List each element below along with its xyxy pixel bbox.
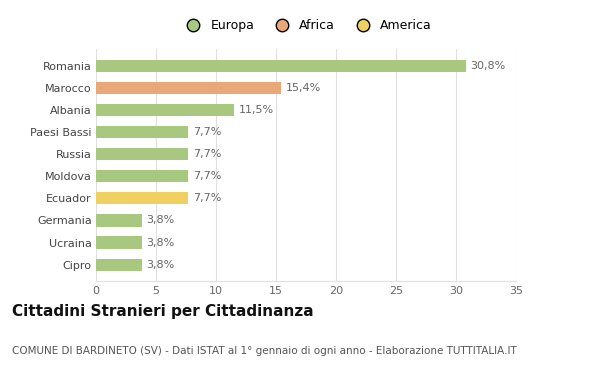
- Text: 3,8%: 3,8%: [146, 238, 175, 247]
- Bar: [96, 214, 142, 226]
- Text: 15,4%: 15,4%: [286, 83, 321, 93]
- Legend: Europa, Africa, America: Europa, Africa, America: [175, 14, 437, 37]
- Text: 30,8%: 30,8%: [470, 61, 506, 71]
- Bar: [96, 236, 142, 249]
- Text: 3,8%: 3,8%: [146, 215, 175, 225]
- Text: 7,7%: 7,7%: [193, 149, 221, 159]
- Text: 7,7%: 7,7%: [193, 193, 221, 203]
- Bar: [96, 82, 281, 94]
- Bar: [96, 258, 142, 271]
- Text: 11,5%: 11,5%: [239, 105, 274, 115]
- Text: COMUNE DI BARDINETO (SV) - Dati ISTAT al 1° gennaio di ogni anno - Elaborazione : COMUNE DI BARDINETO (SV) - Dati ISTAT al…: [12, 346, 517, 356]
- Bar: [96, 148, 188, 160]
- Bar: [96, 126, 188, 138]
- Text: 7,7%: 7,7%: [193, 171, 221, 181]
- Text: 3,8%: 3,8%: [146, 260, 175, 269]
- Bar: [96, 60, 466, 72]
- Bar: [96, 192, 188, 204]
- Text: Cittadini Stranieri per Cittadinanza: Cittadini Stranieri per Cittadinanza: [12, 304, 314, 319]
- Text: 7,7%: 7,7%: [193, 127, 221, 137]
- Bar: [96, 170, 188, 182]
- Bar: [96, 104, 234, 116]
